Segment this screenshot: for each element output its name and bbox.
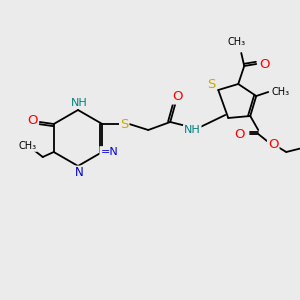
Text: O: O — [268, 139, 278, 152]
Text: CH₃: CH₃ — [227, 37, 245, 47]
Text: N: N — [75, 167, 83, 179]
Text: NH: NH — [184, 125, 201, 135]
Text: O: O — [234, 128, 244, 140]
Text: O: O — [172, 91, 182, 103]
Text: O: O — [259, 58, 269, 70]
Text: CH₃: CH₃ — [271, 87, 289, 97]
Text: NH: NH — [70, 98, 87, 108]
Text: S: S — [120, 118, 128, 130]
Text: CH₃: CH₃ — [19, 141, 37, 151]
Text: S: S — [207, 79, 215, 92]
Text: =N: =N — [100, 147, 118, 157]
Text: O: O — [28, 115, 38, 128]
